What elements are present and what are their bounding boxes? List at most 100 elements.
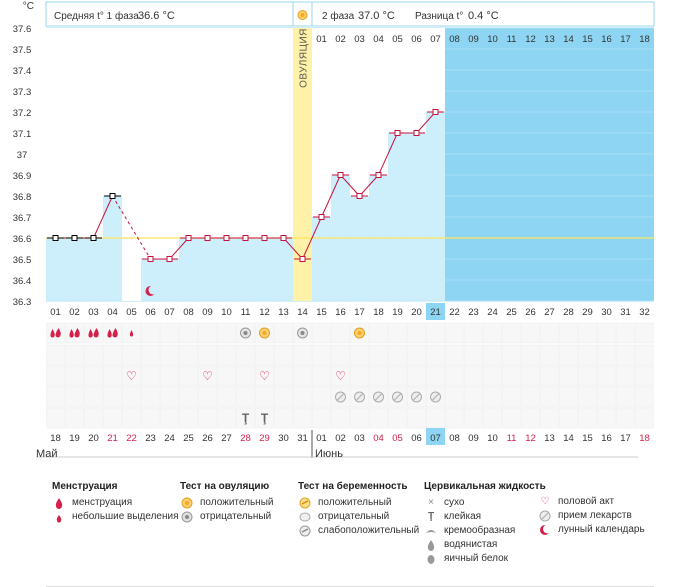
phase2-day-label: 02 [335, 34, 346, 45]
temperature-bar [179, 237, 198, 302]
legend-cervical-fluid-title: Цервикальная жидкость [424, 481, 546, 492]
y-tick-label: 37.1 [13, 129, 32, 140]
marker-cell [312, 407, 331, 429]
marker-cell [540, 386, 559, 408]
calendar-date: 16 [601, 433, 612, 444]
marker-cell [84, 365, 103, 387]
marker-cell [198, 344, 217, 366]
marker-cell [179, 407, 198, 429]
month-label-may: Май [36, 448, 58, 460]
marker-cell [502, 407, 521, 429]
diff-label: Разница t° [415, 11, 463, 22]
creamy-icon [424, 525, 438, 537]
calendar-date: 15 [582, 433, 593, 444]
ovulation-test-positive-core [357, 331, 362, 335]
marker-cell [426, 322, 445, 344]
intercourse-icon: ♡ [126, 369, 137, 383]
cycle-day-label: 30 [601, 307, 612, 318]
temperature-point [204, 235, 211, 241]
temperature-bar [236, 237, 255, 302]
current-date-highlight [426, 428, 445, 445]
marker-cell [597, 386, 616, 408]
y-tick-label: 36.5 [13, 255, 32, 266]
ovulation-negative-icon [180, 511, 194, 523]
marker-cell [84, 344, 103, 366]
marker-cell [616, 322, 635, 344]
cycle-day-label: 21 [430, 307, 441, 318]
marker-cell [65, 407, 84, 429]
cycle-day-label: 12 [259, 307, 270, 318]
marker-cell [312, 386, 331, 408]
current-day-highlight [426, 303, 445, 320]
cycle-day-label: 20 [411, 307, 422, 318]
calendar-date: 29 [259, 433, 270, 444]
marker-cell [502, 322, 521, 344]
marker-cell [445, 407, 464, 429]
temperature-point [109, 193, 116, 199]
cycle-day-label: 26 [525, 307, 536, 318]
dry-icon: × [428, 497, 434, 508]
phase1-label: Средняя t° 1 фаза [54, 10, 139, 22]
temperature-point [147, 256, 154, 262]
marker-cell [198, 386, 217, 408]
marker-cell [122, 386, 141, 408]
marker-cell [274, 344, 293, 366]
marker-cell [635, 386, 654, 408]
medication-icon-line [432, 393, 439, 401]
marker-cell [160, 386, 179, 408]
day-column [274, 28, 293, 301]
marker-cell [388, 407, 407, 429]
cycle-day-label: 08 [183, 307, 194, 318]
marker-cell [293, 407, 312, 429]
marker-cell [84, 407, 103, 429]
legend-ovulation-positive: положительный [200, 497, 274, 508]
temperature-point [261, 235, 268, 241]
phase2-day-label: 12 [525, 34, 536, 45]
legend-pregnancy-test-title: Тест на беременность [298, 481, 408, 492]
marker-cell [597, 365, 616, 387]
marker-cell [236, 365, 255, 387]
marker-cell [616, 407, 635, 429]
temperature-point [280, 235, 287, 241]
intercourse-icon: ♡ [259, 369, 270, 383]
marker-cell [312, 344, 331, 366]
cycle-day-label: 24 [487, 307, 498, 318]
cycle-day-label: 01 [50, 307, 61, 318]
calendar-date: 28 [240, 433, 251, 444]
ovulation-test-positive-core [262, 331, 267, 335]
temperature-point [432, 109, 439, 115]
marker-cell [65, 365, 84, 387]
pregnancy-negative-icon [298, 511, 312, 523]
day-column [141, 28, 160, 301]
marker-cell [483, 344, 502, 366]
moon-icon-cutout [148, 285, 158, 295]
cycle-day-label: 07 [164, 307, 175, 318]
intercourse-icon: ♡ [335, 369, 346, 383]
marker-cell [141, 344, 160, 366]
calendar-date: 19 [69, 433, 80, 444]
marker-cell [483, 365, 502, 387]
marker-cell [160, 344, 179, 366]
marker-cell [255, 386, 274, 408]
marker-cell [274, 365, 293, 387]
day-column [217, 28, 236, 301]
marker-cell [483, 407, 502, 429]
marker-cell [407, 365, 426, 387]
temperature-bar [426, 111, 445, 302]
y-axis-label: °C [23, 1, 34, 12]
temperature-point [223, 235, 230, 241]
marker-cell [293, 365, 312, 387]
legend-cervical-creamy: кремообразная [444, 525, 516, 536]
phase2-day-label: 01 [316, 34, 327, 45]
marker-cell [464, 407, 483, 429]
temperature-bar [46, 237, 65, 302]
phase2-day-label: 11 [507, 34, 517, 45]
marker-cell [597, 344, 616, 366]
phase2-label: 2 фаза [322, 10, 355, 22]
marker-cell [502, 365, 521, 387]
marker-cell [255, 344, 274, 366]
marker-cell [179, 344, 198, 366]
calendar-date: 11 [507, 433, 517, 444]
ovulation-test-negative-core [300, 331, 305, 335]
cycle-day-label: 19 [392, 307, 403, 318]
